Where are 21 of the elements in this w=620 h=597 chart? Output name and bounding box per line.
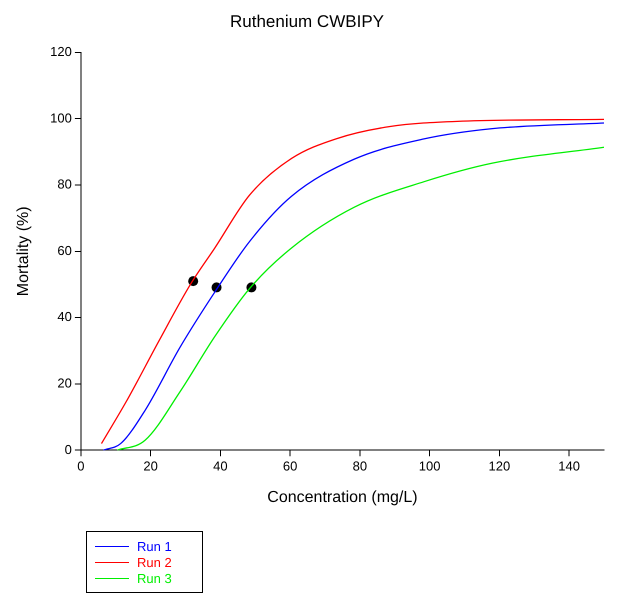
x-tick-label: 20: [143, 458, 158, 474]
x-tick-label: 80: [352, 458, 368, 474]
y-tick-label: 80: [57, 176, 72, 192]
y-tick-label: 20: [57, 375, 72, 390]
x-tick-label: 140: [558, 458, 580, 474]
legend-label: Run 2: [137, 554, 172, 570]
legend-label: Run 3: [137, 570, 172, 586]
y-tick-label: 0: [64, 442, 72, 457]
x-tick-label: 60: [282, 458, 298, 474]
x-tick-label: 0: [77, 458, 85, 474]
legend-label: Run 1: [137, 538, 172, 554]
x-tick-label: 100: [418, 458, 440, 474]
x-tick-label: 40: [213, 458, 228, 474]
chart-title: Ruthenium CWBIPY: [230, 12, 384, 31]
x-tick-label: 120: [488, 458, 510, 474]
y-tick-label: 100: [50, 110, 72, 126]
y-tick-label: 120: [50, 44, 72, 59]
y-axis-title: Mortality (%): [15, 206, 32, 296]
x-axis-title: Concentration (mg/L): [267, 488, 418, 506]
y-tick-label: 60: [57, 242, 72, 258]
y-tick-label: 40: [57, 309, 72, 324]
